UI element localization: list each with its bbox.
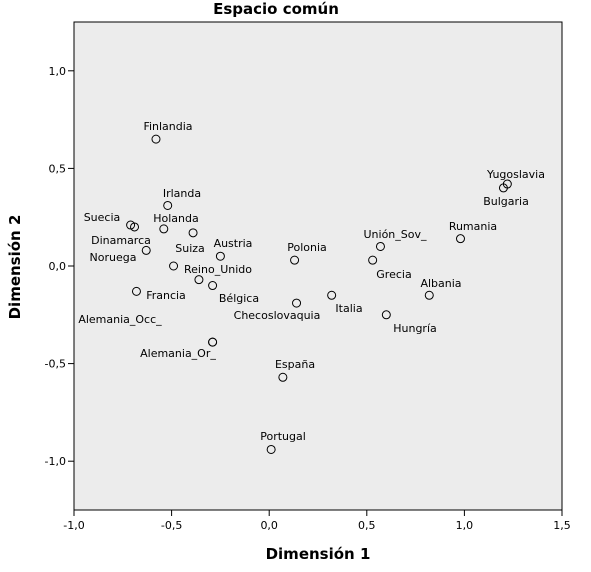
point-label: Holanda <box>153 212 199 225</box>
data-point <box>424 290 434 300</box>
point-label: Noruega <box>90 251 137 264</box>
data-point <box>130 222 140 232</box>
chart-title: Espacio común <box>213 0 339 18</box>
data-point <box>455 234 465 244</box>
x-tick-label: 1,5 <box>553 519 571 532</box>
data-point <box>159 224 169 234</box>
data-point <box>208 337 218 347</box>
data-point <box>498 183 508 193</box>
x-axis: -1,0 -0,5 0,0 0,5 1,0 1,5 <box>63 510 571 532</box>
x-tick-label: 0,5 <box>358 519 376 532</box>
point-label: Hungría <box>393 322 437 335</box>
point-label: Alemania_Occ_ <box>78 313 162 326</box>
point-labels: Finlandia Yugoslavia Bulgaria Irlanda Suecia… <box>78 120 545 443</box>
y-tick-label: 0,5 <box>49 162 67 175</box>
y-tick-label: -1,0 <box>45 455 66 468</box>
point-label: España <box>275 358 315 371</box>
point-label: Grecia <box>376 268 411 281</box>
y-axis: 1,0 0,5 0,0 -0,5 -1,0 <box>45 65 74 468</box>
x-axis-title: Dimensión 1 <box>266 545 371 563</box>
point-label: Reino_Unido <box>184 263 252 276</box>
x-tick-label: -0,5 <box>161 519 182 532</box>
point-label: Portugal <box>260 430 306 443</box>
point-label: Finlandia <box>143 120 192 133</box>
data-point <box>292 298 302 308</box>
point-label: Albania <box>420 277 461 290</box>
data-point <box>266 444 276 454</box>
data-point <box>290 255 300 265</box>
point-label: Irlanda <box>163 187 201 200</box>
point-label: Suecia <box>84 211 121 224</box>
data-point <box>381 310 391 320</box>
data-point <box>188 228 198 238</box>
data-point <box>368 255 378 265</box>
point-label: Dinamarca <box>91 234 151 247</box>
data-point <box>375 241 385 251</box>
point-label: Checoslovaquia <box>234 309 321 322</box>
point-label: Francia <box>146 289 186 302</box>
data-point <box>151 134 161 144</box>
data-point <box>278 372 288 382</box>
data-point <box>327 290 337 300</box>
point-label: Rumania <box>449 220 497 233</box>
data-point <box>131 286 141 296</box>
x-tick-label: 0,0 <box>260 519 278 532</box>
x-tick-label: -1,0 <box>63 519 84 532</box>
data-point <box>215 251 225 261</box>
point-label: Unión_Sov_ <box>363 228 427 241</box>
y-tick-label: 0,0 <box>49 260 67 273</box>
point-label: Austria <box>214 237 253 250</box>
data-point <box>141 245 151 255</box>
point-label: Italia <box>335 302 362 315</box>
point-label: Bulgaria <box>483 195 529 208</box>
data-points <box>126 134 512 454</box>
point-label: Yugoslavia <box>486 168 545 181</box>
y-axis-title: Dimensión 2 <box>6 215 24 320</box>
plot-area <box>73 21 563 511</box>
x-tick-label: 1,0 <box>456 519 474 532</box>
point-label: Bélgica <box>219 292 259 305</box>
point-label: Alemania_Or_ <box>140 347 216 360</box>
y-tick-label: -0,5 <box>45 358 66 371</box>
data-point <box>194 275 204 285</box>
point-label: Polonia <box>287 241 327 254</box>
y-tick-label: 1,0 <box>49 65 67 78</box>
data-point <box>169 261 179 271</box>
point-label: Suiza <box>175 242 205 255</box>
data-point <box>163 200 173 210</box>
data-point <box>208 281 218 291</box>
